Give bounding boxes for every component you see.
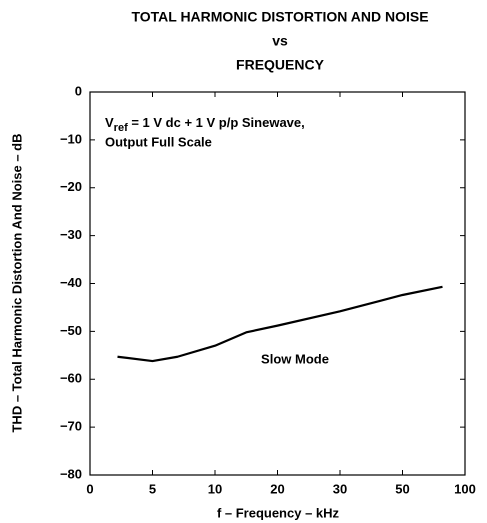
y-tick-label: −40 <box>60 275 82 290</box>
x-tick-label: 50 <box>395 481 409 496</box>
y-tick-label: −20 <box>60 179 82 194</box>
x-tick-label: 100 <box>454 481 476 496</box>
y-tick-label: 0 <box>75 83 82 98</box>
annotation-text: = 1 V dc + 1 V p/p Sinewave, <box>128 115 305 130</box>
x-tick-label: 20 <box>270 481 284 496</box>
plot-frame <box>89 91 466 476</box>
y-tick-label: −70 <box>60 419 82 434</box>
y-tick-label: −30 <box>60 227 82 242</box>
y-axis-label: THD – Total Harmonic Distortion And Nois… <box>9 133 24 432</box>
annotation-symbol: V <box>105 115 114 130</box>
x-tick-label: 30 <box>333 481 347 496</box>
x-tick-label: 0 <box>86 481 93 496</box>
x-tick-label: 10 <box>208 481 222 496</box>
chart-title: vs <box>272 33 288 49</box>
y-tick-label: −80 <box>60 466 82 481</box>
y-tick-label: −10 <box>60 131 82 146</box>
y-tick-label: −60 <box>60 371 82 386</box>
annotation: Output Full Scale <box>105 134 212 149</box>
chart-title: FREQUENCY <box>236 57 325 73</box>
y-tick-label: −50 <box>60 323 82 338</box>
curve-label: Slow Mode <box>261 351 329 366</box>
annotation: Vref = 1 V dc + 1 V p/p Sinewave, <box>105 115 305 133</box>
x-tick-label: 5 <box>149 481 156 496</box>
annotation-subscript: ref <box>114 122 128 134</box>
data-line <box>117 285 443 363</box>
chart-title: TOTAL HARMONIC DISTORTION AND NOISE <box>131 9 428 25</box>
x-axis-label: f – Frequency – kHz <box>217 505 340 520</box>
